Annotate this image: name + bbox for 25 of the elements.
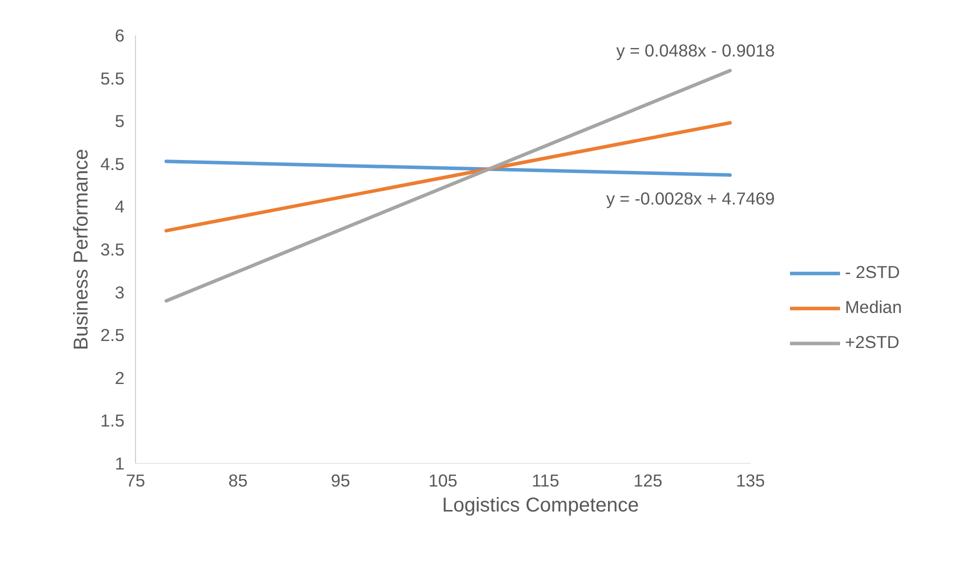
x-tick-label: 105 xyxy=(428,470,458,490)
y-tick-label: 6 xyxy=(114,26,125,46)
x-tick-label: 95 xyxy=(330,470,350,490)
y-tick-label: 2 xyxy=(114,368,125,388)
legend-label: Median xyxy=(845,297,902,318)
y-tick-label: 1.5 xyxy=(100,410,125,431)
x-tick-label: 125 xyxy=(634,470,662,490)
x-tick-label: 85 xyxy=(228,470,248,490)
x-tick-label: 75 xyxy=(126,470,146,490)
x-tick-label: 135 xyxy=(736,470,765,490)
y-tick-label: 2.5 xyxy=(100,325,125,346)
y-tick-label: 1 xyxy=(114,454,125,474)
y-tick-label: 3.5 xyxy=(100,240,125,260)
y-tick-label: 4 xyxy=(114,196,125,217)
x-axis-title: Logistics Competence xyxy=(442,494,639,516)
legend-label: - 2STD xyxy=(845,262,900,283)
y-axis-title: Business Performance xyxy=(70,148,92,350)
y-tick-label: 5 xyxy=(114,111,125,132)
legend-label: +2STD xyxy=(845,332,900,353)
y-tick-label: 4.5 xyxy=(100,154,125,174)
annotation: y = -0.0028x + 4.7469 xyxy=(606,188,775,208)
annotation: y = 0.0488x - 0.9018 xyxy=(616,40,775,60)
y-tick-label: 3 xyxy=(114,282,125,302)
y-tick-label: 5.5 xyxy=(100,68,125,88)
x-tick-label: 115 xyxy=(532,470,560,490)
